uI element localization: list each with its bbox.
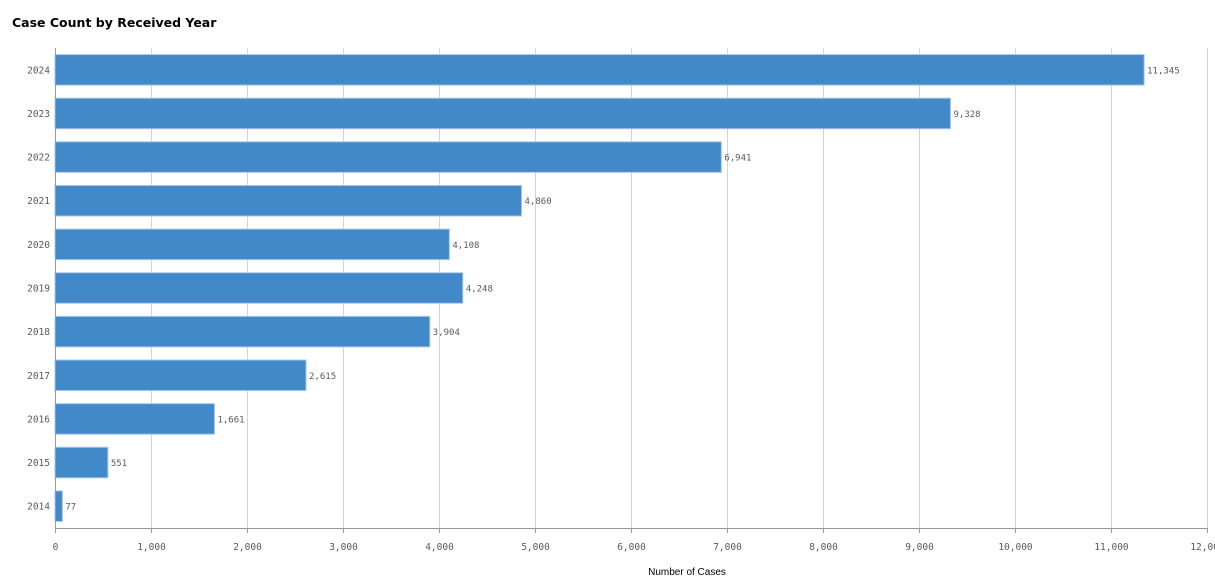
value-label-2021: 4,860 <box>525 197 552 207</box>
value-label-2022: 6,941 <box>724 154 751 164</box>
value-label-2023: 9,328 <box>953 110 980 120</box>
x-tick-label: 0 <box>53 542 59 553</box>
bar-2016[interactable] <box>54 403 215 435</box>
bar-2021[interactable] <box>54 184 523 217</box>
x-tick-label: 8,000 <box>809 542 838 553</box>
x-tick-label: 6,000 <box>617 542 646 553</box>
value-label-2024: 11,345 <box>1147 66 1180 76</box>
y-tick-label: 2024 <box>27 65 50 76</box>
y-tick-label: 2023 <box>27 109 50 120</box>
y-tick-label: 2020 <box>27 240 50 251</box>
bar-2022[interactable] <box>54 141 722 173</box>
bar-2023[interactable] <box>54 97 951 130</box>
chart-title: Case Count by Received Year <box>12 15 217 30</box>
bar-2024[interactable] <box>54 54 1145 86</box>
x-tick-label: 3,000 <box>329 542 358 553</box>
x-tick-label: 5,000 <box>521 542 550 553</box>
x-tick-label: 9,000 <box>905 542 934 553</box>
bar-2020[interactable] <box>54 228 450 261</box>
value-label-2017: 2,615 <box>309 372 336 382</box>
x-tick-label: 1,000 <box>137 542 166 553</box>
value-label-2020: 4,108 <box>452 241 479 251</box>
y-tick-label: 2017 <box>27 371 50 382</box>
bar-2018[interactable] <box>54 315 431 348</box>
axes: 0 1,000 2,000 3,000 4,000 5,000 6,000 7,000 8,00… <box>27 48 1215 553</box>
value-label-2014: 77 <box>65 503 76 513</box>
bar-2019[interactable] <box>54 272 464 304</box>
x-tick-label: 12,000 <box>1190 542 1215 553</box>
value-labels: 11,345 9,328 6,941 4,860 4,108 4,248 3,904 2,61… <box>65 66 1179 512</box>
y-tick-label: 2019 <box>27 284 50 295</box>
value-label-2018: 3,904 <box>433 328 460 338</box>
y-tick-label: 2014 <box>27 502 50 513</box>
y-tick-label: 2015 <box>27 458 50 469</box>
x-tick-label: 10,000 <box>998 542 1033 553</box>
bar-2015[interactable] <box>54 446 109 479</box>
value-label-2016: 1,661 <box>217 415 244 425</box>
bar-2017[interactable] <box>54 359 307 392</box>
x-tick-label: 11,000 <box>1094 542 1129 553</box>
x-tick-label: 2,000 <box>233 542 262 553</box>
y-tick-label: 2018 <box>27 327 50 338</box>
value-label-2015: 551 <box>111 459 127 469</box>
bar-2014[interactable] <box>54 490 63 522</box>
x-tick-label: 7,000 <box>713 542 742 553</box>
value-label-2019: 4,248 <box>466 285 493 295</box>
bars <box>54 54 1145 522</box>
x-axis-title: Number of Cases <box>648 567 726 578</box>
y-tick-label: 2021 <box>27 196 50 207</box>
y-tick-label: 2016 <box>27 414 50 425</box>
x-tick-label: 4,000 <box>425 542 454 553</box>
y-tick-label: 2022 <box>27 153 50 164</box>
